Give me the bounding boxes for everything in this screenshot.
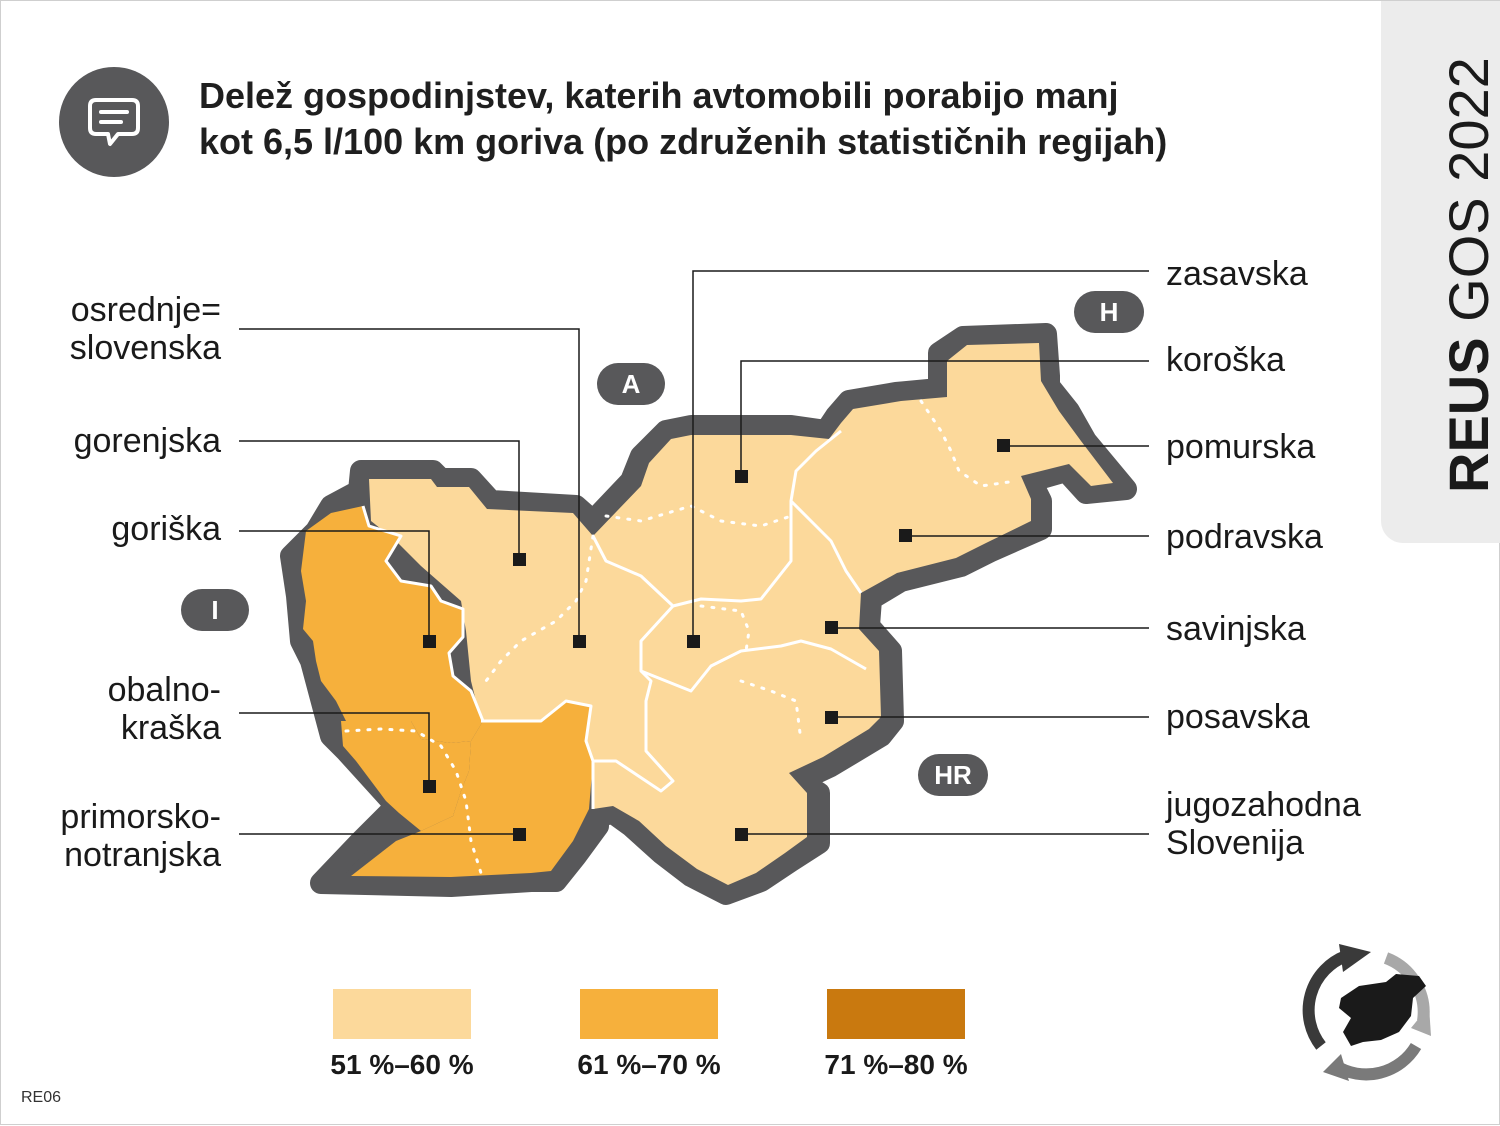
label-osrednjeslovenska-line1: osrednje=	[70, 291, 221, 329]
label-obalno-kraska-line2: kraška	[120, 709, 221, 747]
region-markers	[423, 439, 1010, 841]
badge-h	[1074, 291, 1144, 333]
marker-osrednjeslovenska	[573, 635, 586, 648]
side-tab: REUS GOS 2022	[1381, 1, 1500, 543]
leader-lines	[239, 270, 1149, 835]
label-osrednjeslovenska-line2: slovenska	[69, 329, 221, 367]
badge-i	[181, 589, 249, 631]
country-a: A	[621, 369, 641, 399]
country-hr: HR	[934, 760, 972, 790]
label-zasavska: zasavska	[1166, 255, 1308, 293]
label-jugozahodna-line2: Slovenija	[1166, 824, 1304, 862]
country-h: H	[1099, 297, 1119, 327]
label-gorenjska: gorenjska	[73, 422, 221, 460]
label-osrednjeslovenska: osrednje= slovenska	[21, 291, 221, 367]
marker-obalno-kraska	[423, 780, 436, 793]
country-i: I	[211, 595, 219, 625]
page-title: Delež gospodinjstev, katerih avtomobili …	[199, 73, 1339, 165]
marker-podravska	[899, 529, 912, 542]
legend-swatch-51-60	[333, 989, 471, 1039]
region-goriska	[301, 506, 483, 743]
legend-label-61-70: 61 %–70 %	[577, 1049, 721, 1080]
recycle-slovenia-logo	[1302, 944, 1431, 1081]
marker-gorenjska	[513, 553, 526, 566]
badge-hr	[918, 754, 988, 796]
speech-bubble-icon	[59, 67, 169, 177]
marker-pomurska	[997, 439, 1010, 452]
country-badges	[181, 291, 1144, 796]
marker-zasavska	[687, 635, 700, 648]
label-primorsko-notranjska-line2: notranjska	[64, 836, 221, 874]
title-line-2: kot 6,5 l/100 km goriva (po združenih st…	[199, 121, 1168, 162]
region-obalno-kraska	[341, 721, 471, 831]
marker-primorsko-notranjska	[513, 828, 526, 841]
marker-posavska	[825, 711, 838, 724]
label-jugozahodna-line1: jugozahodna	[1166, 786, 1361, 824]
label-posavska: posavska	[1166, 698, 1310, 736]
label-obalno-kraska-line1: obalno-	[107, 671, 221, 709]
legend-swatch-71-80	[827, 989, 965, 1039]
figure-code: RE06	[21, 1089, 62, 1106]
marker-goriska	[423, 635, 436, 648]
badge-a	[597, 363, 665, 405]
title-line-1: Delež gospodinjstev, katerih avtomobili …	[199, 75, 1119, 116]
label-goriska: goriška	[111, 510, 221, 548]
legend-swatch-61-70	[580, 989, 718, 1039]
legend-label-51-60: 51 %–60 %	[330, 1049, 474, 1080]
label-jugozahodna-slovenija: jugozahodna Slovenija	[1166, 786, 1361, 862]
label-primorsko-notranjska: primorsko- notranjska	[21, 798, 221, 874]
label-savinjska: savinjska	[1166, 610, 1306, 648]
label-koroska: koroška	[1166, 341, 1286, 379]
label-primorsko-notranjska-line1: primorsko-	[60, 798, 221, 836]
marker-koroska	[735, 470, 748, 483]
legend-label-71-80: 71 %–80 %	[824, 1049, 968, 1080]
label-pomurska: pomurska	[1166, 428, 1316, 466]
marker-jugozahodna	[735, 828, 748, 841]
label-obalno-kraska: obalno- kraška	[21, 671, 221, 747]
region-primorsko-notranjska	[351, 701, 593, 877]
marker-savinjska	[825, 621, 838, 634]
label-podravska: podravska	[1166, 518, 1323, 556]
